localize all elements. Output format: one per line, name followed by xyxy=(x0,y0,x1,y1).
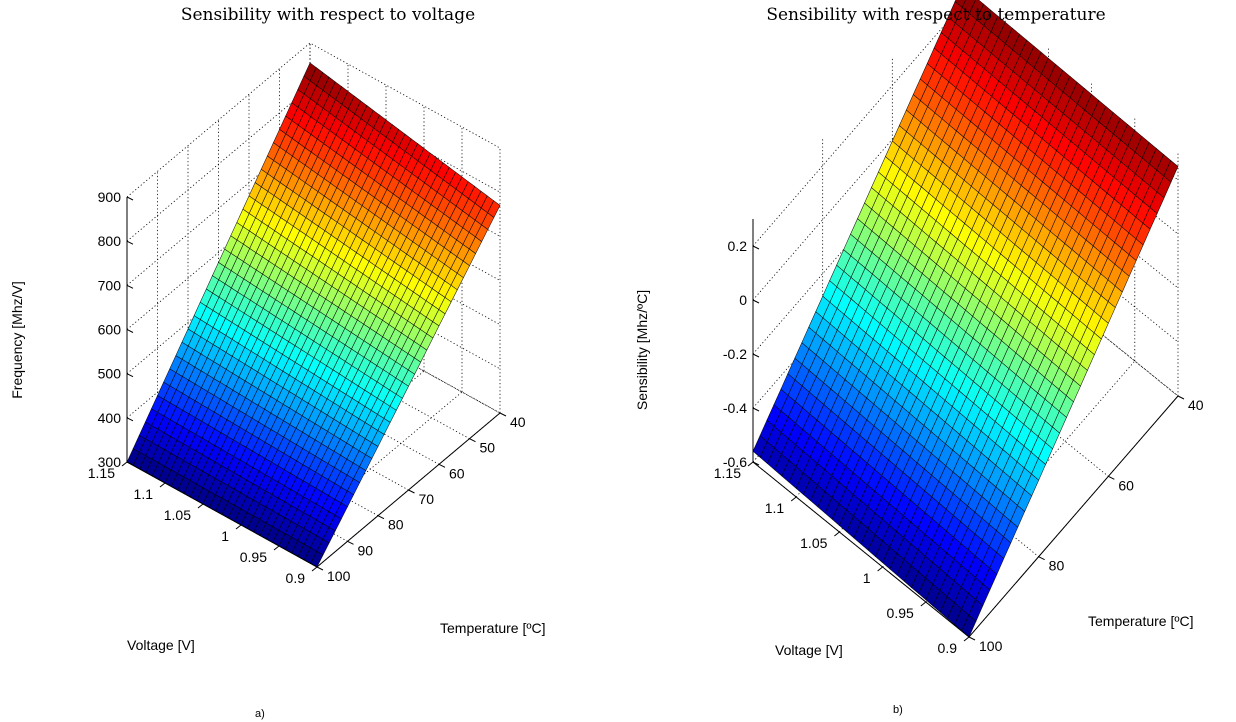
chart-panel-b: -0.6 -0.4 -0.2 0 0.2 0.9 0.95 1 1.05 1.1 1.15 40 60 8… xyxy=(634,0,1204,716)
chart-title-b: Sensibility with respect to temperature xyxy=(766,5,1105,25)
y-tick xyxy=(438,463,446,468)
z-tick-label: 0.2 xyxy=(728,238,748,254)
y-tick-label: 40 xyxy=(1188,397,1204,413)
z-tick-label: 500 xyxy=(98,366,122,382)
x-tick-label: 1.05 xyxy=(164,507,191,523)
z-tick-label: 800 xyxy=(98,233,122,249)
z-axis-label-b: Sensibility [Mhz/ºC] xyxy=(634,290,650,410)
grid-line xyxy=(126,219,501,374)
y-tick xyxy=(469,438,476,443)
z-tick-label: 700 xyxy=(98,277,122,293)
z-tick xyxy=(752,407,760,412)
z-axis-label-a: Frequency [Mhz/V] xyxy=(9,281,25,399)
x-tick-label: 1.05 xyxy=(800,535,827,551)
z-tick xyxy=(126,284,134,289)
z-tick-label: -0.4 xyxy=(723,400,747,416)
x-tick-label: 1 xyxy=(863,570,871,586)
x-tick-label: 0.95 xyxy=(240,549,267,565)
z-tick xyxy=(126,373,134,378)
grid-line xyxy=(126,175,501,330)
x-axis-line xyxy=(752,461,970,638)
x-tick-label: 1.1 xyxy=(134,486,154,502)
y-tick-label: 80 xyxy=(388,517,404,533)
y-axis-label-b: Temperature [ºC] xyxy=(1088,613,1194,629)
z-tick xyxy=(752,245,760,250)
y-tick-label: 50 xyxy=(480,440,496,456)
y-tick xyxy=(1177,395,1185,400)
y-tick-label: 70 xyxy=(419,491,435,507)
y-axis-label-a: Temperature [ºC] xyxy=(440,620,546,636)
x-tick xyxy=(121,461,128,467)
y-tick xyxy=(1108,475,1115,480)
chart-title-a: Sensibility with respect to voltage xyxy=(181,5,475,25)
z-tick xyxy=(752,353,760,358)
x-tick xyxy=(197,503,204,509)
panel-label-a: a) xyxy=(255,708,265,720)
x-tick-label: 1.15 xyxy=(88,465,115,481)
y-axis-line xyxy=(968,395,1179,638)
y-tick xyxy=(377,515,385,520)
z-tick-label: 300 xyxy=(98,454,122,470)
y-tick-label: 60 xyxy=(449,465,465,481)
x-tick xyxy=(877,566,883,572)
chart-panel-a: 300 400 500 600 700 800 900 0.9 0.95 1 1.05 1.1 1.15… xyxy=(9,5,546,720)
surface-a xyxy=(126,62,501,568)
z-tick-label: 900 xyxy=(98,189,122,205)
x-tick-label: 0.9 xyxy=(938,640,958,656)
z-tick-label: 0 xyxy=(739,292,747,308)
z-tick xyxy=(126,329,134,333)
x-tick-label: 0.95 xyxy=(887,605,914,621)
z-tick xyxy=(126,461,134,466)
y-tick xyxy=(408,489,415,494)
x-tick xyxy=(273,545,280,551)
y-tick-label: 60 xyxy=(1118,477,1134,493)
grid-line xyxy=(752,220,1179,463)
surface-b xyxy=(752,0,1179,638)
y-tick xyxy=(316,566,324,571)
axes-a: 300 400 500 600 700 800 900 0.9 0.95 1 1.05 1.1 1.15… xyxy=(88,189,526,586)
x-tick-label: 1.15 xyxy=(714,465,741,481)
z-tick xyxy=(126,417,134,422)
panel-label-b: b) xyxy=(893,704,903,716)
x-tick xyxy=(790,496,797,502)
grid-line xyxy=(126,42,501,198)
y-tick-label: 80 xyxy=(1049,558,1065,574)
y-tick xyxy=(347,540,354,545)
x-tick-label: 1.1 xyxy=(765,500,785,516)
z-tick xyxy=(752,461,760,466)
y-tick-label: 100 xyxy=(979,638,1003,654)
x-axis-label-b: Voltage [V] xyxy=(775,642,843,658)
y-tick-label: 40 xyxy=(510,414,526,430)
x-axis-line xyxy=(126,461,318,568)
x-tick-label: 1 xyxy=(221,528,229,544)
x-tick xyxy=(311,566,318,572)
y-tick-label: 100 xyxy=(327,568,351,584)
x-axis-label-a: Voltage [V] xyxy=(127,637,195,653)
z-tick-label: -0.2 xyxy=(723,346,747,362)
y-tick-label: 90 xyxy=(358,542,374,558)
z-tick xyxy=(752,299,760,304)
x-tick xyxy=(834,531,840,537)
z-tick-label: 600 xyxy=(98,322,122,338)
x-tick xyxy=(235,524,242,530)
y-tick xyxy=(499,412,507,417)
x-tick-label: 0.9 xyxy=(286,570,306,586)
x-tick xyxy=(747,461,754,467)
z-tick xyxy=(126,196,134,201)
x-tick xyxy=(159,482,166,488)
x-tick xyxy=(963,636,970,642)
x-tick xyxy=(920,601,927,607)
z-tick xyxy=(126,240,134,245)
axes-b: -0.6 -0.4 -0.2 0 0.2 0.9 0.95 1 1.05 1.1 1.15 40 60 8… xyxy=(714,219,1204,656)
grid-line xyxy=(126,86,501,242)
z-tick-label: 400 xyxy=(98,410,122,426)
y-tick xyxy=(968,636,976,641)
y-tick xyxy=(1038,556,1045,561)
z-tick-label: -0.6 xyxy=(723,454,747,470)
